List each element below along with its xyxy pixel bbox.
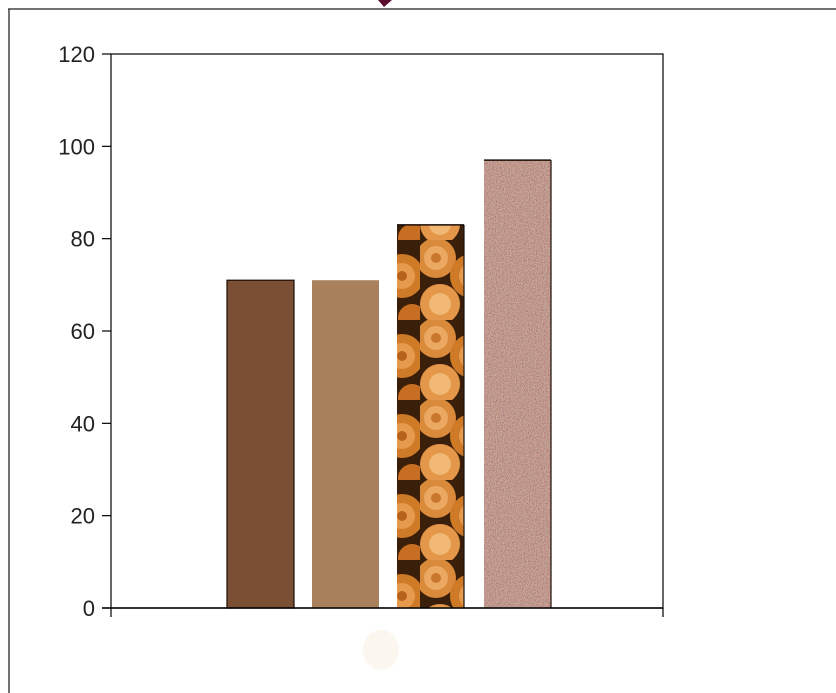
y-tick-label-120: 120 xyxy=(58,42,95,67)
y-tick-label-60: 60 xyxy=(71,319,95,344)
bars-layer xyxy=(226,159,552,609)
bar-3-fill xyxy=(397,224,464,609)
bar-2 xyxy=(312,280,379,608)
bar-2-fill xyxy=(312,280,379,608)
y-tick-label-0: 0 xyxy=(83,596,95,621)
faint-mark xyxy=(363,630,399,670)
bar-4 xyxy=(484,159,552,608)
title-fragment xyxy=(378,0,392,7)
bar-4-texture xyxy=(484,160,551,608)
y-tick-label-20: 20 xyxy=(71,504,95,529)
y-tick-label-80: 80 xyxy=(71,227,95,252)
y-tick-label-100: 100 xyxy=(58,134,95,159)
y-tick-label-40: 40 xyxy=(71,411,95,436)
plot-area xyxy=(110,53,664,609)
bar-1-fill xyxy=(226,279,295,609)
bar-1 xyxy=(226,279,295,609)
bar-3 xyxy=(397,224,465,609)
y-axis: 0 20 40 60 80 100 120 xyxy=(58,42,664,621)
